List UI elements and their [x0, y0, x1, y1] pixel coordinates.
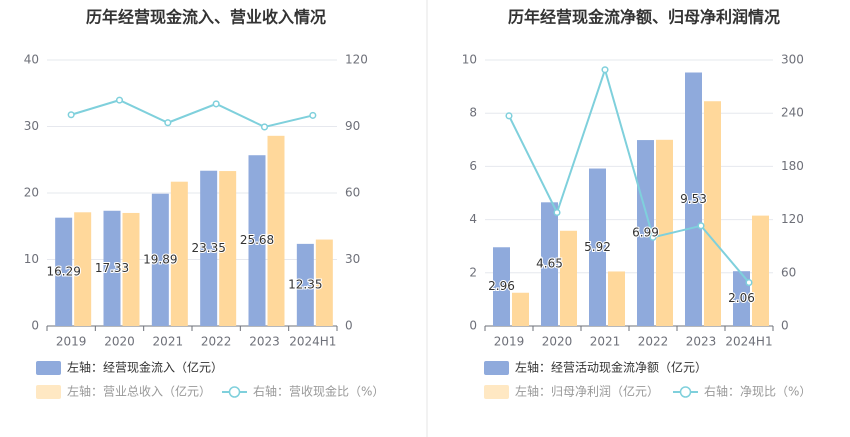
chart2-bar-secondary — [560, 230, 577, 326]
chart2-bar-secondary — [656, 139, 673, 326]
chart2-bar-primary — [493, 247, 510, 326]
chart1-x-label: 2024H1 — [289, 335, 336, 349]
chart2-x-label: 2021 — [590, 335, 621, 349]
chart1-bar-secondary — [74, 212, 92, 326]
chart2-legend-label: 右轴：净现比（%） — [704, 384, 811, 399]
chart1-ratio-point — [309, 111, 317, 119]
chart1-legend-swatch — [36, 361, 61, 375]
chart1-data-label: 12.35 — [288, 277, 322, 291]
chart2-right-tick: 180 — [781, 159, 804, 173]
chart2-left-tick: 0 — [469, 319, 477, 333]
chart1-legend-swatch — [36, 385, 61, 399]
chart2-bar-primary — [685, 72, 702, 326]
chart2-ratio-point — [649, 233, 657, 241]
chart2-legend-marker-icon — [679, 386, 692, 398]
chart1-bar-primary — [248, 155, 266, 326]
chart2-bar-secondary — [608, 271, 625, 326]
chart1-left-tick: 10 — [24, 252, 39, 266]
chart2-bar-secondary — [704, 101, 721, 326]
chart2-ratio-point — [697, 222, 705, 230]
chart2-legend-label: 左轴：归母净利润（亿元） — [515, 384, 659, 399]
chart1-right-tick: 90 — [345, 119, 360, 133]
chart2-bar-primary — [541, 202, 558, 326]
chart2-legend-label: 左轴：经营活动现金流净额（亿元） — [515, 360, 707, 375]
chart1-data-label: 19.89 — [143, 252, 177, 266]
chart1-left-tick: 40 — [24, 53, 39, 67]
chart2-bar-primary — [733, 271, 750, 326]
chart2-x-label: 2022 — [638, 335, 669, 349]
chart2-ratio-point — [553, 208, 561, 217]
chart1-ratio-point — [164, 119, 172, 127]
chart2-ratio-point — [745, 279, 753, 287]
chart1-bar-primary — [55, 217, 73, 326]
chart1-left-tick: 0 — [31, 319, 39, 333]
chart1-data-label: 25.68 — [240, 233, 274, 247]
chart2-x-label: 2019 — [494, 335, 525, 349]
chart2-title: 历年经营现金流净额、归母净利润情况 — [508, 8, 780, 27]
chart1-title: 历年经营现金流入、营业收入情况 — [86, 8, 326, 27]
chart1-ratio-point — [115, 96, 124, 104]
chart1-x-label: 2022 — [201, 335, 232, 349]
chart1-right-tick: 120 — [345, 53, 368, 67]
chart2-x-label: 2023 — [686, 335, 717, 349]
chart1-left-tick: 30 — [24, 119, 39, 133]
chart2-data-label: 6.99 — [632, 226, 659, 240]
chart1-data-label: 17.33 — [95, 261, 129, 275]
chart2-data-label: 4.65 — [536, 257, 563, 271]
chart2-right-tick: 120 — [781, 212, 804, 226]
chart2-x-label: 2020 — [542, 335, 573, 349]
chart2-left-tick: 10 — [462, 53, 477, 67]
chart1-bar-secondary — [122, 212, 140, 326]
chart1-ratio-line — [70, 99, 314, 128]
chart2-right-tick: 60 — [781, 265, 796, 279]
chart2-right-tick: 300 — [781, 53, 804, 67]
chart1-bar-secondary — [267, 135, 285, 326]
chart1-data-label: 23.35 — [191, 241, 225, 255]
chart1-right-tick: 0 — [345, 319, 353, 333]
chart2-bar-secondary — [512, 292, 529, 326]
chart1-right-tick: 60 — [345, 186, 360, 200]
chart1-ratio-point — [212, 100, 220, 108]
chart1-legend-label: 右轴：营收现金比（%） — [253, 384, 384, 399]
chart2-bar-secondary — [752, 215, 769, 326]
chart2-right-tick: 0 — [781, 319, 789, 333]
chart2-right-tick: 240 — [781, 106, 804, 120]
chart1-right-tick: 30 — [345, 252, 360, 266]
chart2-ratio-point — [505, 112, 513, 120]
chart2-bar-primary — [589, 168, 606, 326]
chart1-legend-label: 左轴：营业总收入（亿元） — [67, 384, 211, 399]
chart2-ratio-line — [508, 66, 750, 284]
chart1-data-label: 16.29 — [46, 264, 80, 278]
chart1-x-label: 2020 — [104, 335, 135, 349]
chart1-x-label: 2019 — [56, 335, 87, 349]
chart2-data-label: 2.06 — [728, 291, 755, 305]
chart1-bar-primary — [296, 243, 314, 326]
chart2-left-tick: 8 — [469, 106, 477, 120]
chart2-left-tick: 4 — [469, 212, 477, 226]
chart1-bar-primary — [151, 193, 169, 326]
chart1-bar-primary — [200, 170, 218, 326]
chart1-ratio-point — [67, 111, 75, 119]
chart2-left-tick: 6 — [469, 159, 477, 173]
chart1-bar-secondary — [170, 181, 188, 326]
chart1-bar-primary — [103, 210, 121, 326]
chart2-bar-primary — [637, 140, 654, 326]
chart1-bar-secondary — [315, 239, 333, 326]
chart1-x-label: 2023 — [249, 335, 280, 349]
chart1-x-label: 2021 — [153, 335, 184, 349]
chart2-data-label: 9.53 — [680, 192, 707, 206]
chart1-bar-secondary — [219, 171, 237, 326]
chart2-data-label: 5.92 — [584, 240, 611, 254]
chart2-legend-swatch — [484, 361, 509, 375]
chart1-ratio-point — [260, 123, 269, 131]
chart1-left-tick: 20 — [24, 186, 39, 200]
chart2-legend-swatch — [484, 385, 509, 399]
chart1-legend-label: 左轴：经营现金流入（亿元） — [67, 360, 223, 375]
chart2-ratio-point — [601, 66, 609, 74]
chart2-x-label: 2024H1 — [725, 335, 772, 349]
chart2-left-tick: 2 — [469, 265, 477, 279]
chart2-data-label: 2.96 — [488, 279, 515, 293]
chart1-legend-marker-icon — [228, 386, 241, 398]
